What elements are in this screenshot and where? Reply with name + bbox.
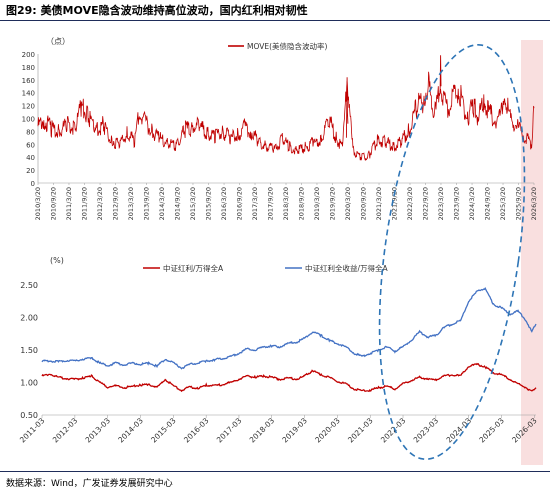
- top-ytick-label: 180: [22, 64, 35, 72]
- top-ytick-label: 100: [22, 116, 35, 124]
- bottom-legend-label-blue: 中证红利全收益/万得全A: [305, 263, 389, 273]
- bottom-xtick-label: 2019-03: [280, 416, 309, 445]
- bottom-xtick-label: 2015-03: [149, 416, 178, 445]
- top-xtick-label: 2013/3/20: [127, 187, 135, 220]
- move-chart: （点） 0 20 40 60 80 100 120 140 160 180 200 2010/3/20 2…: [22, 37, 538, 220]
- move-series-line: [37, 71, 535, 162]
- top-xtick-label: 2025/3/20: [499, 187, 507, 220]
- highlight-ellipse: [378, 44, 526, 460]
- bottom-xtick-label: 2013-03: [84, 416, 113, 445]
- top-xtick-label: 2011/9/20: [81, 187, 89, 220]
- bottom-xtick-label: 2018-03: [248, 416, 277, 445]
- bottom-xtick-label: 2025-03: [477, 416, 506, 445]
- figure-title: 图29: 美债MOVE隐含波动维持高位波动，国内红利相对韧性: [6, 2, 546, 20]
- bottom-ytick-label: 1.50: [20, 346, 38, 355]
- top-xtick-label: 2010/3/20: [34, 187, 42, 220]
- bottom-xtick-label: 2011-03: [18, 416, 47, 445]
- top-xtick-label: 2010/9/20: [50, 187, 58, 220]
- top-xtick-label: 2023/3/20: [437, 187, 445, 220]
- top-ytick-label: 80: [26, 128, 35, 136]
- shade-layer: [521, 40, 543, 465]
- dividend-ratio-line: [41, 362, 537, 393]
- top-xtick-label: 2014/9/20: [174, 187, 182, 220]
- top-ytick-label: 40: [26, 154, 35, 162]
- top-xtick-label: 2012/3/20: [96, 187, 104, 220]
- bottom-legend-label-red: 中证红利/万得全A: [163, 263, 224, 273]
- source-note: 数据来源：Wind，广发证券发展研究中心: [6, 479, 173, 489]
- top-xtick-label: 2012/9/20: [112, 187, 120, 220]
- bottom-ytick-label: 1.00: [20, 379, 38, 388]
- top-xtick-label: 2024/9/20: [484, 187, 492, 220]
- title-rule: [0, 20, 550, 21]
- top-xtick-label: 2022/9/20: [422, 187, 430, 220]
- top-xtick-label: 2019/3/20: [313, 187, 321, 220]
- top-unit-label: （点）: [46, 37, 70, 46]
- move-spike-2023: [439, 55, 442, 93]
- top-xtick-label: 2020/3/20: [344, 187, 352, 220]
- top-xtick-label: 2021/3/20: [375, 187, 383, 220]
- top-xtick-label: 2017/3/20: [251, 187, 259, 220]
- figure-title-text: 美债MOVE隐含波动维持高位波动，国内红利相对韧性: [40, 4, 308, 17]
- highlight-band: [521, 40, 543, 465]
- bottom-xtick-label: 2020-03: [313, 416, 342, 445]
- move-spike-2020: [345, 77, 349, 138]
- bottom-xtick-label: 2023-03: [412, 416, 441, 445]
- top-xtick-label: 2020/9/20: [360, 187, 368, 220]
- bottom-xtick-label: 2021-03: [346, 416, 375, 445]
- top-ytick-label: 20: [26, 167, 35, 175]
- bottom-xtick-label: 2022-03: [379, 416, 408, 445]
- bottom-ytick-label: 0.50: [20, 411, 38, 420]
- top-xtick-label: 2014/3/20: [158, 187, 166, 220]
- top-ytick-label: 120: [22, 103, 35, 111]
- annotation-layer: [378, 44, 526, 460]
- bottom-ytick-label: 2.00: [20, 314, 38, 323]
- top-xtick-label: 2026/3/20: [530, 187, 538, 220]
- top-legend-label: MOVE(美债隐含波动率): [247, 41, 328, 51]
- bottom-xtick-label: 2024-03: [445, 416, 474, 445]
- top-xtick-label: 2025/9/20: [515, 187, 523, 220]
- top-ytick-label: 200: [22, 51, 35, 59]
- top-xtick-label: 2022/3/20: [406, 187, 414, 220]
- top-ytick-label: 0: [31, 180, 35, 188]
- bottom-xtick-label: 2012-03: [51, 416, 80, 445]
- top-xtick-label: 2011/3/20: [65, 187, 73, 220]
- bottom-ytick-label: 2.50: [20, 281, 38, 290]
- top-xtick-label: 2018/3/20: [282, 187, 290, 220]
- top-xtick-label: 2021/9/20: [391, 187, 399, 220]
- bottom-xtick-label: 2017-03: [215, 416, 244, 445]
- top-xtick-label: 2016/9/20: [236, 187, 244, 220]
- top-xtick-label: 2015/3/20: [189, 187, 197, 220]
- top-ytick-label: 140: [22, 90, 35, 98]
- top-xtick-label: 2019/9/20: [329, 187, 337, 220]
- bottom-xtick-label: 2014-03: [116, 416, 145, 445]
- top-xtick-label: 2023/9/20: [453, 187, 461, 220]
- top-xtick-label: 2018/9/20: [298, 187, 306, 220]
- top-xtick-label: 2013/9/20: [143, 187, 151, 220]
- top-xtick-label: 2015/9/20: [205, 187, 213, 220]
- source-rule: [0, 471, 550, 472]
- top-ytick-label: 60: [26, 141, 35, 149]
- top-xtick-label: 2017/9/20: [267, 187, 275, 220]
- top-ytick-label: 160: [22, 77, 35, 85]
- bottom-xtick-label: 2016-03: [182, 416, 211, 445]
- dividend-total-return-ratio-line: [41, 287, 537, 370]
- top-xtick-label: 2016/3/20: [220, 187, 228, 220]
- bottom-unit-label: (%): [50, 256, 64, 265]
- figure-number: 图29:: [6, 4, 37, 17]
- top-xtick-label: 2024/3/20: [468, 187, 476, 220]
